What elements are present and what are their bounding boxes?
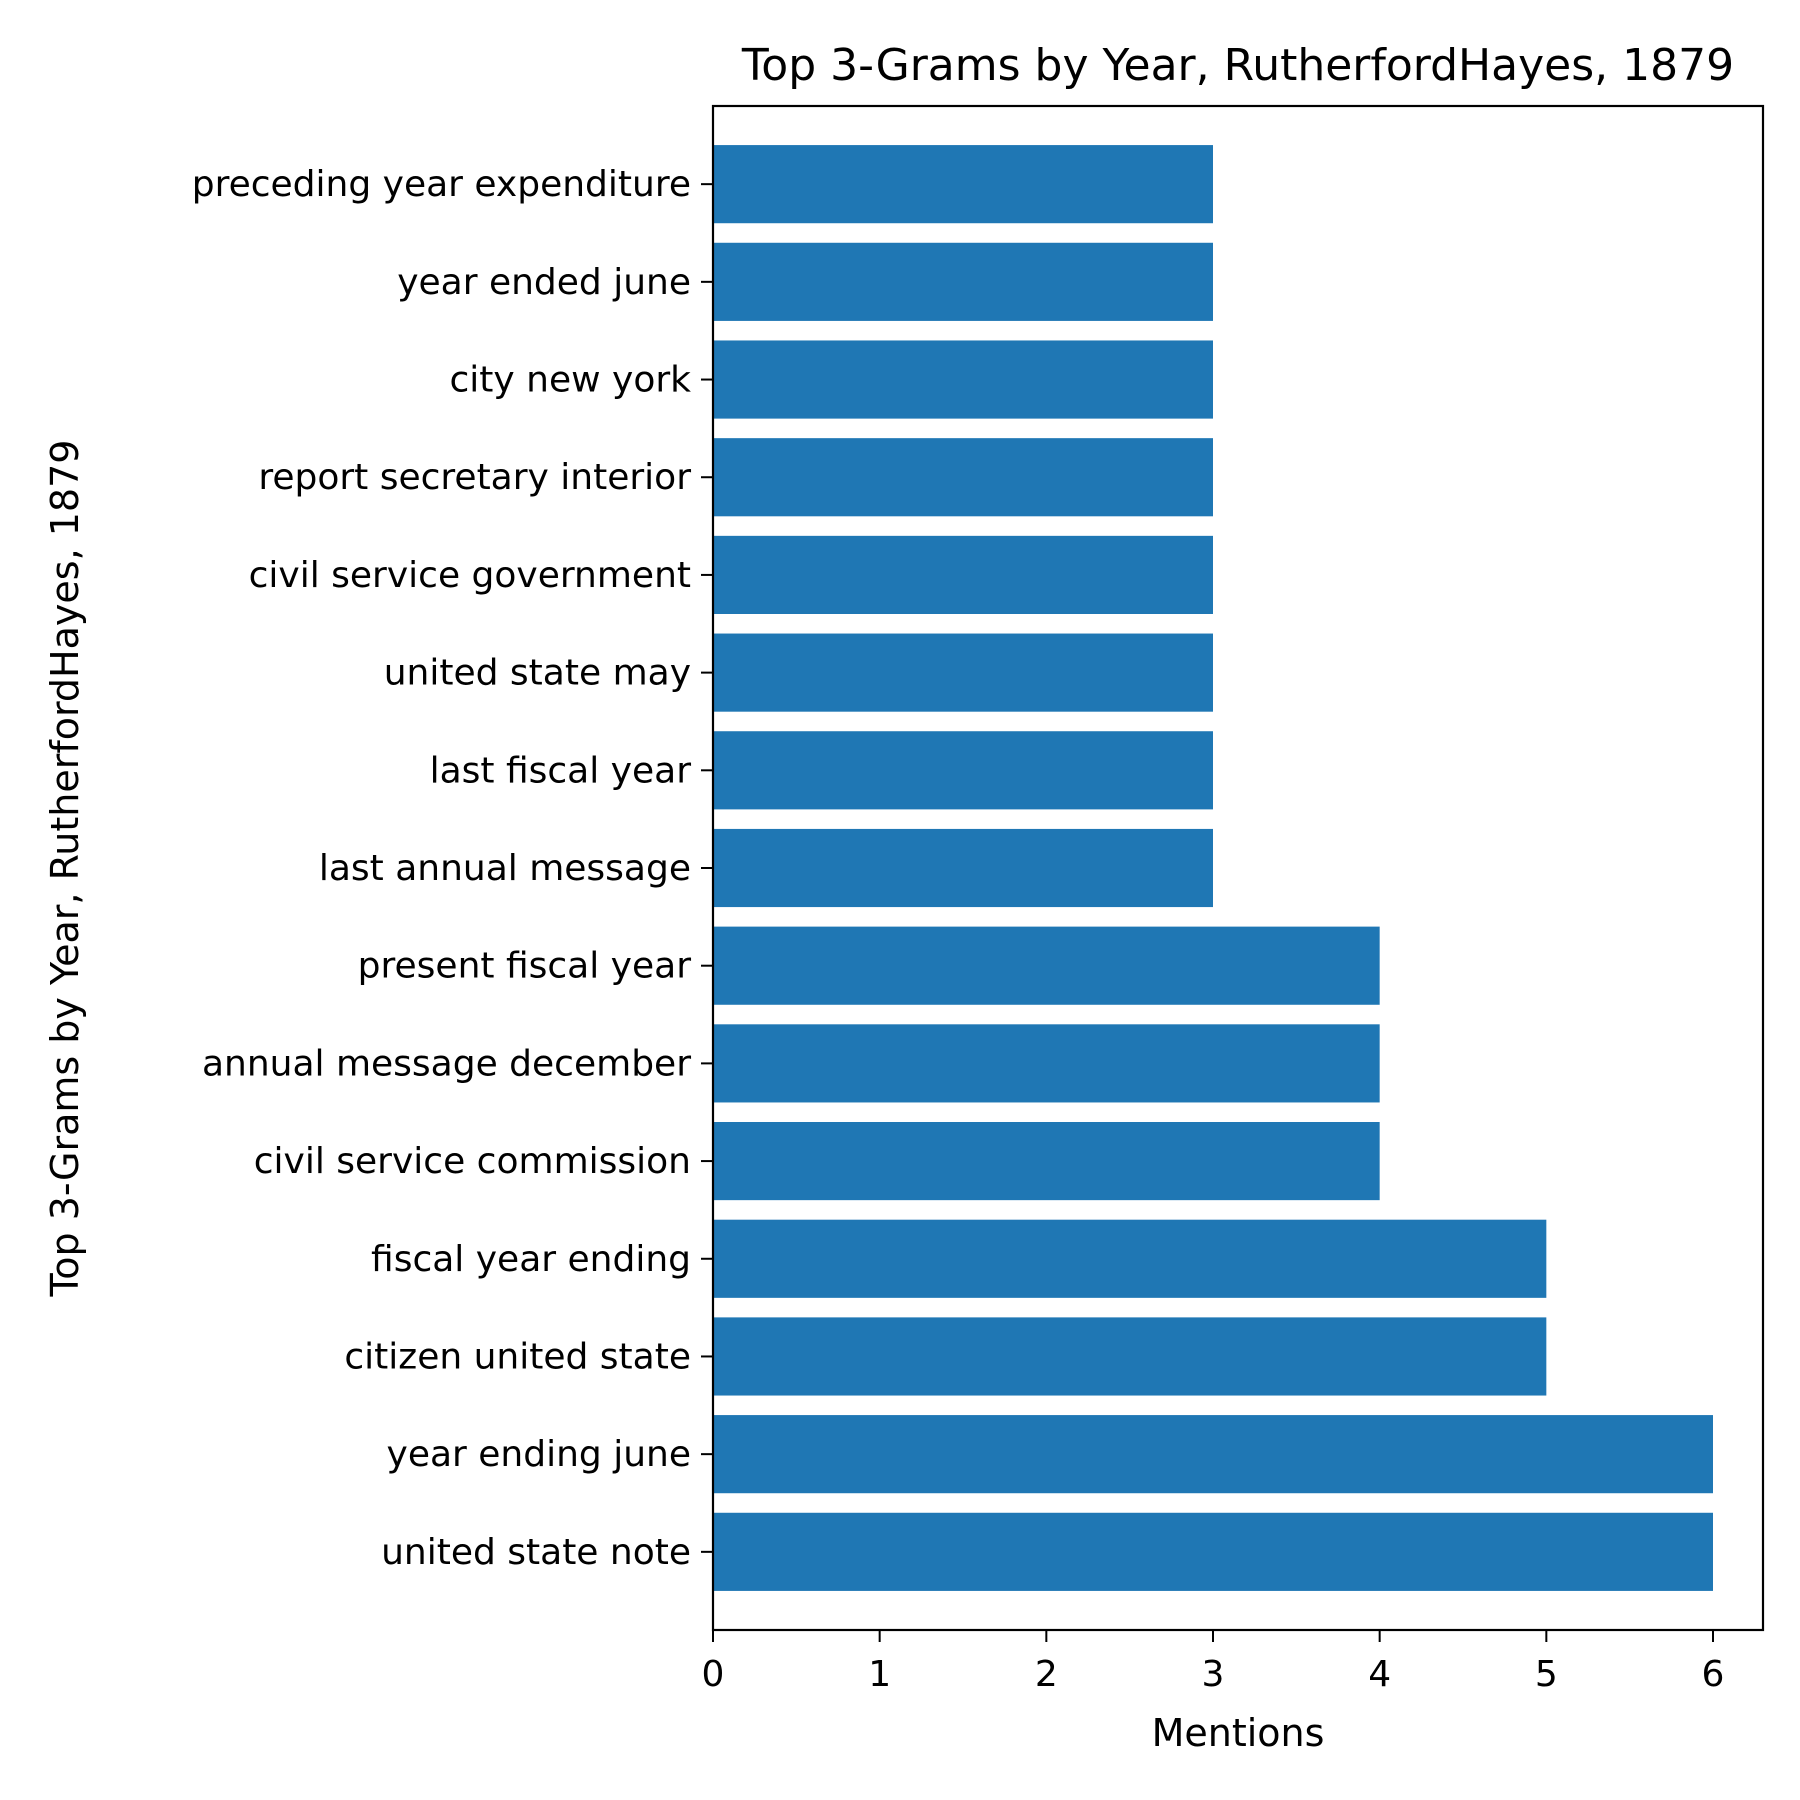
x-tick-label: 0 xyxy=(702,1654,725,1695)
bar xyxy=(713,1512,1713,1591)
x-tick-label: 2 xyxy=(1035,1654,1058,1695)
y-tick-label: year ending june xyxy=(387,1434,691,1475)
bar xyxy=(713,1219,1547,1298)
x-tick-label: 6 xyxy=(1702,1654,1725,1695)
bar xyxy=(713,242,1213,321)
x-axis-label: Mentions xyxy=(1152,1711,1325,1755)
y-tick-label: last fiscal year xyxy=(430,750,692,791)
bar xyxy=(713,535,1213,614)
x-tick-label: 3 xyxy=(1202,1654,1225,1695)
y-tick-label: city new york xyxy=(450,360,692,401)
y-tick-label: report secretary interior xyxy=(258,457,691,498)
bar xyxy=(713,1122,1380,1201)
y-tick-label: preceding year expenditure xyxy=(192,164,691,205)
y-tick-label: present fiscal year xyxy=(358,946,692,987)
bar xyxy=(713,145,1213,224)
y-tick-label: united state may xyxy=(384,653,691,694)
x-tick-label: 5 xyxy=(1535,1654,1558,1695)
bar xyxy=(713,1415,1713,1494)
y-tick-label: fiscal year ending xyxy=(371,1239,691,1280)
bars-group xyxy=(713,145,1713,1591)
x-tick-label: 1 xyxy=(868,1654,891,1695)
y-tick-label: year ended june xyxy=(397,262,691,303)
y-axis-ticks: united state note year ending june citizen… xyxy=(192,164,713,1573)
bar xyxy=(713,340,1213,419)
plot-frame xyxy=(711,104,1765,1632)
bar xyxy=(713,828,1213,908)
bar xyxy=(713,1317,1547,1396)
y-tick-label: united state note xyxy=(381,1532,691,1573)
bar xyxy=(713,633,1213,712)
bar xyxy=(713,731,1213,810)
y-axis-label: Top 3-Grams by Year, RutherfordHayes, 18… xyxy=(43,440,87,1298)
y-tick-label: last annual message xyxy=(319,848,691,889)
chart-title: Top 3-Grams by Year, RutherfordHayes, 18… xyxy=(741,40,1734,91)
bar xyxy=(713,926,1380,1005)
bar xyxy=(713,438,1213,517)
y-tick-label: civil service government xyxy=(249,555,691,596)
y-tick-label: citizen united state xyxy=(344,1336,691,1377)
x-tick-label: 4 xyxy=(1368,1654,1391,1695)
y-tick-label: annual message december xyxy=(202,1043,691,1084)
x-axis-ticks: 0 1 2 3 4 5 6 xyxy=(702,1630,1725,1695)
bar xyxy=(713,1024,1380,1103)
y-tick-label: civil service commission xyxy=(254,1141,691,1182)
